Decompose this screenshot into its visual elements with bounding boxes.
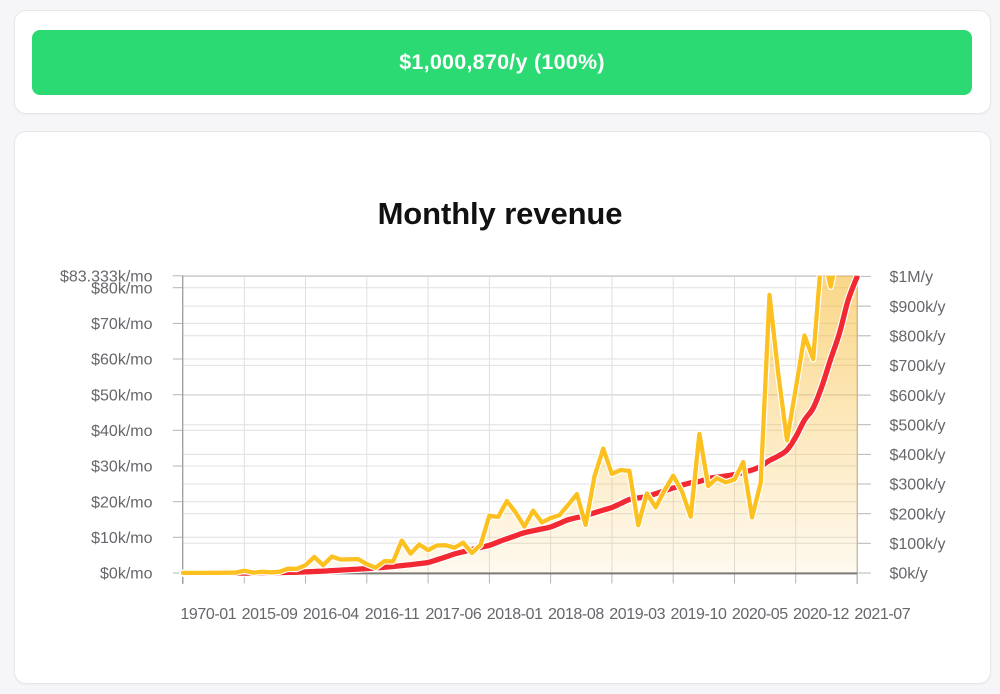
svg-text:$300k/y: $300k/y: [890, 477, 946, 494]
svg-text:$700k/y: $700k/y: [890, 358, 946, 375]
svg-text:2019-10: 2019-10: [671, 606, 727, 623]
svg-text:$10k/mo: $10k/mo: [91, 530, 152, 547]
svg-text:2015-09: 2015-09: [242, 606, 298, 623]
svg-text:$600k/y: $600k/y: [890, 388, 946, 405]
svg-text:2016-11: 2016-11: [365, 606, 420, 623]
svg-text:2017-06: 2017-06: [425, 606, 481, 623]
svg-text:$500k/y: $500k/y: [890, 417, 946, 434]
svg-text:$400k/y: $400k/y: [890, 447, 946, 464]
svg-text:2016-04: 2016-04: [303, 606, 359, 623]
svg-text:$50k/mo: $50k/mo: [91, 387, 152, 404]
svg-text:$60k/mo: $60k/mo: [91, 352, 152, 369]
svg-text:$80k/mo: $80k/mo: [91, 280, 152, 297]
svg-text:$70k/mo: $70k/mo: [91, 316, 152, 333]
svg-text:1970-01: 1970-01: [180, 606, 236, 623]
svg-text:2020-12: 2020-12: [793, 606, 849, 623]
svg-text:$40k/mo: $40k/mo: [91, 423, 152, 440]
svg-text:$200k/y: $200k/y: [890, 506, 946, 523]
svg-text:$0k/mo: $0k/mo: [100, 566, 153, 583]
svg-text:$20k/mo: $20k/mo: [91, 494, 152, 511]
svg-text:$0k/y: $0k/y: [890, 566, 928, 583]
svg-text:$100k/y: $100k/y: [890, 536, 946, 553]
svg-text:2019-03: 2019-03: [609, 606, 665, 623]
svg-text:$83.333k/mo: $83.333k/mo: [60, 269, 153, 286]
svg-text:2021-07: 2021-07: [854, 606, 910, 623]
svg-text:2018-01: 2018-01: [487, 606, 543, 623]
svg-text:2020-05: 2020-05: [732, 606, 788, 623]
svg-text:$1M/y: $1M/y: [890, 269, 934, 286]
svg-text:$800k/y: $800k/y: [890, 329, 946, 346]
svg-text:2018-08: 2018-08: [548, 606, 604, 623]
svg-text:$900k/y: $900k/y: [890, 299, 946, 316]
svg-text:$30k/mo: $30k/mo: [91, 459, 152, 476]
